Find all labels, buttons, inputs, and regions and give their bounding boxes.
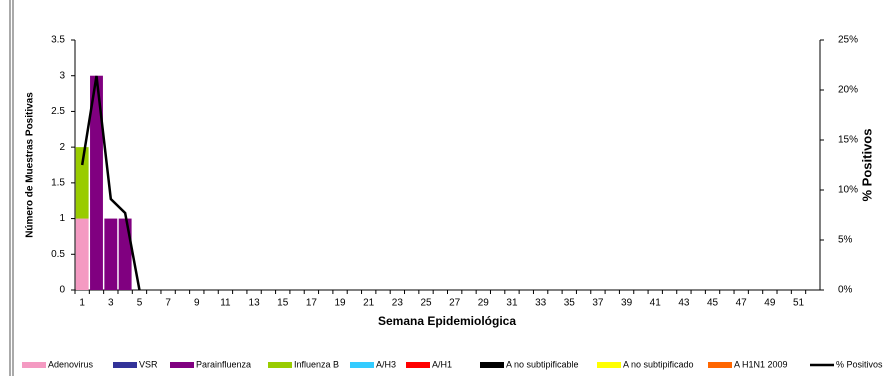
- bar: [75, 147, 89, 219]
- y-axis-title: Número de Muestras Positivas: [25, 92, 36, 238]
- x-tick-label: 49: [764, 298, 776, 309]
- y-tick-label: 2.5: [51, 106, 65, 117]
- y2-tick-label: 15%: [838, 135, 858, 146]
- y-tick-label: 0.5: [51, 249, 65, 260]
- y-tick-label: 3.5: [51, 35, 65, 46]
- x-tick-label: 43: [678, 298, 690, 309]
- legend-label: % Positivos: [836, 359, 883, 369]
- x-tick-label: 3: [108, 298, 114, 309]
- x-tick-label: 51: [793, 298, 805, 309]
- x-tick-label: 45: [707, 298, 719, 309]
- legend-label: A/H3: [376, 359, 396, 369]
- legend-swatch: [597, 362, 621, 368]
- bar: [90, 75, 103, 290]
- legend-swatch: [170, 362, 194, 368]
- y-tick-label: 1: [59, 213, 65, 224]
- x-tick-label: 17: [306, 298, 318, 309]
- legend-swatch: [22, 362, 46, 368]
- x-tick-label: 13: [249, 298, 261, 309]
- x-tick-label: 37: [592, 298, 604, 309]
- x-tick-label: 35: [564, 298, 576, 309]
- legend-label: A/H1: [432, 359, 452, 369]
- x-tick-label: 33: [535, 298, 547, 309]
- x-tick-label: 27: [449, 298, 461, 309]
- y-tick-label: 3: [59, 70, 65, 81]
- legend-swatch: [113, 362, 137, 368]
- legend-swatch: [708, 362, 732, 368]
- y-tick-label: 2: [59, 142, 65, 153]
- x-axis-title: Semana Epidemiológica: [378, 314, 516, 328]
- x-tick-label: 41: [650, 298, 662, 309]
- x-tick-label: 47: [736, 298, 748, 309]
- x-tick-label: 9: [194, 298, 200, 309]
- y2-tick-label: 5%: [838, 235, 853, 246]
- y2-tick-label: 0%: [838, 285, 853, 296]
- y2-tick-label: 10%: [838, 185, 858, 196]
- x-tick-label: 39: [621, 298, 633, 309]
- legend-swatch: [480, 362, 504, 368]
- line: [80, 75, 141, 291]
- x-tick-label: 1: [79, 298, 85, 309]
- x-tick-label: 5: [137, 298, 143, 309]
- bar: [118, 218, 132, 290]
- legend-label: VSR: [139, 359, 158, 369]
- x-tick-label: 21: [363, 298, 375, 309]
- legend-swatch: [350, 362, 374, 368]
- legend-label: A no subtipificable: [506, 359, 579, 369]
- y2-tick-label: 20%: [838, 85, 858, 96]
- y-tick-label: 1.5: [51, 177, 65, 188]
- x-tick-label: 23: [392, 298, 404, 309]
- y2-tick-label: 25%: [838, 35, 858, 46]
- x-tick-label: 31: [506, 298, 518, 309]
- x-tick-label: 19: [334, 298, 346, 309]
- legend-swatch: [268, 362, 292, 368]
- x-tick-label: 15: [277, 298, 289, 309]
- legend-label: Influenza B: [294, 359, 339, 369]
- bar: [75, 218, 89, 290]
- y-tick-label: 0: [59, 285, 65, 296]
- x-tick-label: 29: [478, 298, 490, 309]
- x-tick-label: 25: [420, 298, 432, 309]
- legend-label: Parainfluenza: [196, 359, 251, 369]
- x-tick-label: 7: [165, 298, 171, 309]
- legend-swatch: [406, 362, 430, 368]
- legend-label: A H1N1 2009: [734, 359, 788, 369]
- legend-label: Adenovirus: [48, 359, 94, 369]
- bar: [104, 218, 118, 290]
- x-tick-label: 11: [220, 298, 231, 309]
- y2-axis-title: % Positivos: [859, 129, 874, 202]
- legend-label: A no subtipificado: [623, 359, 694, 369]
